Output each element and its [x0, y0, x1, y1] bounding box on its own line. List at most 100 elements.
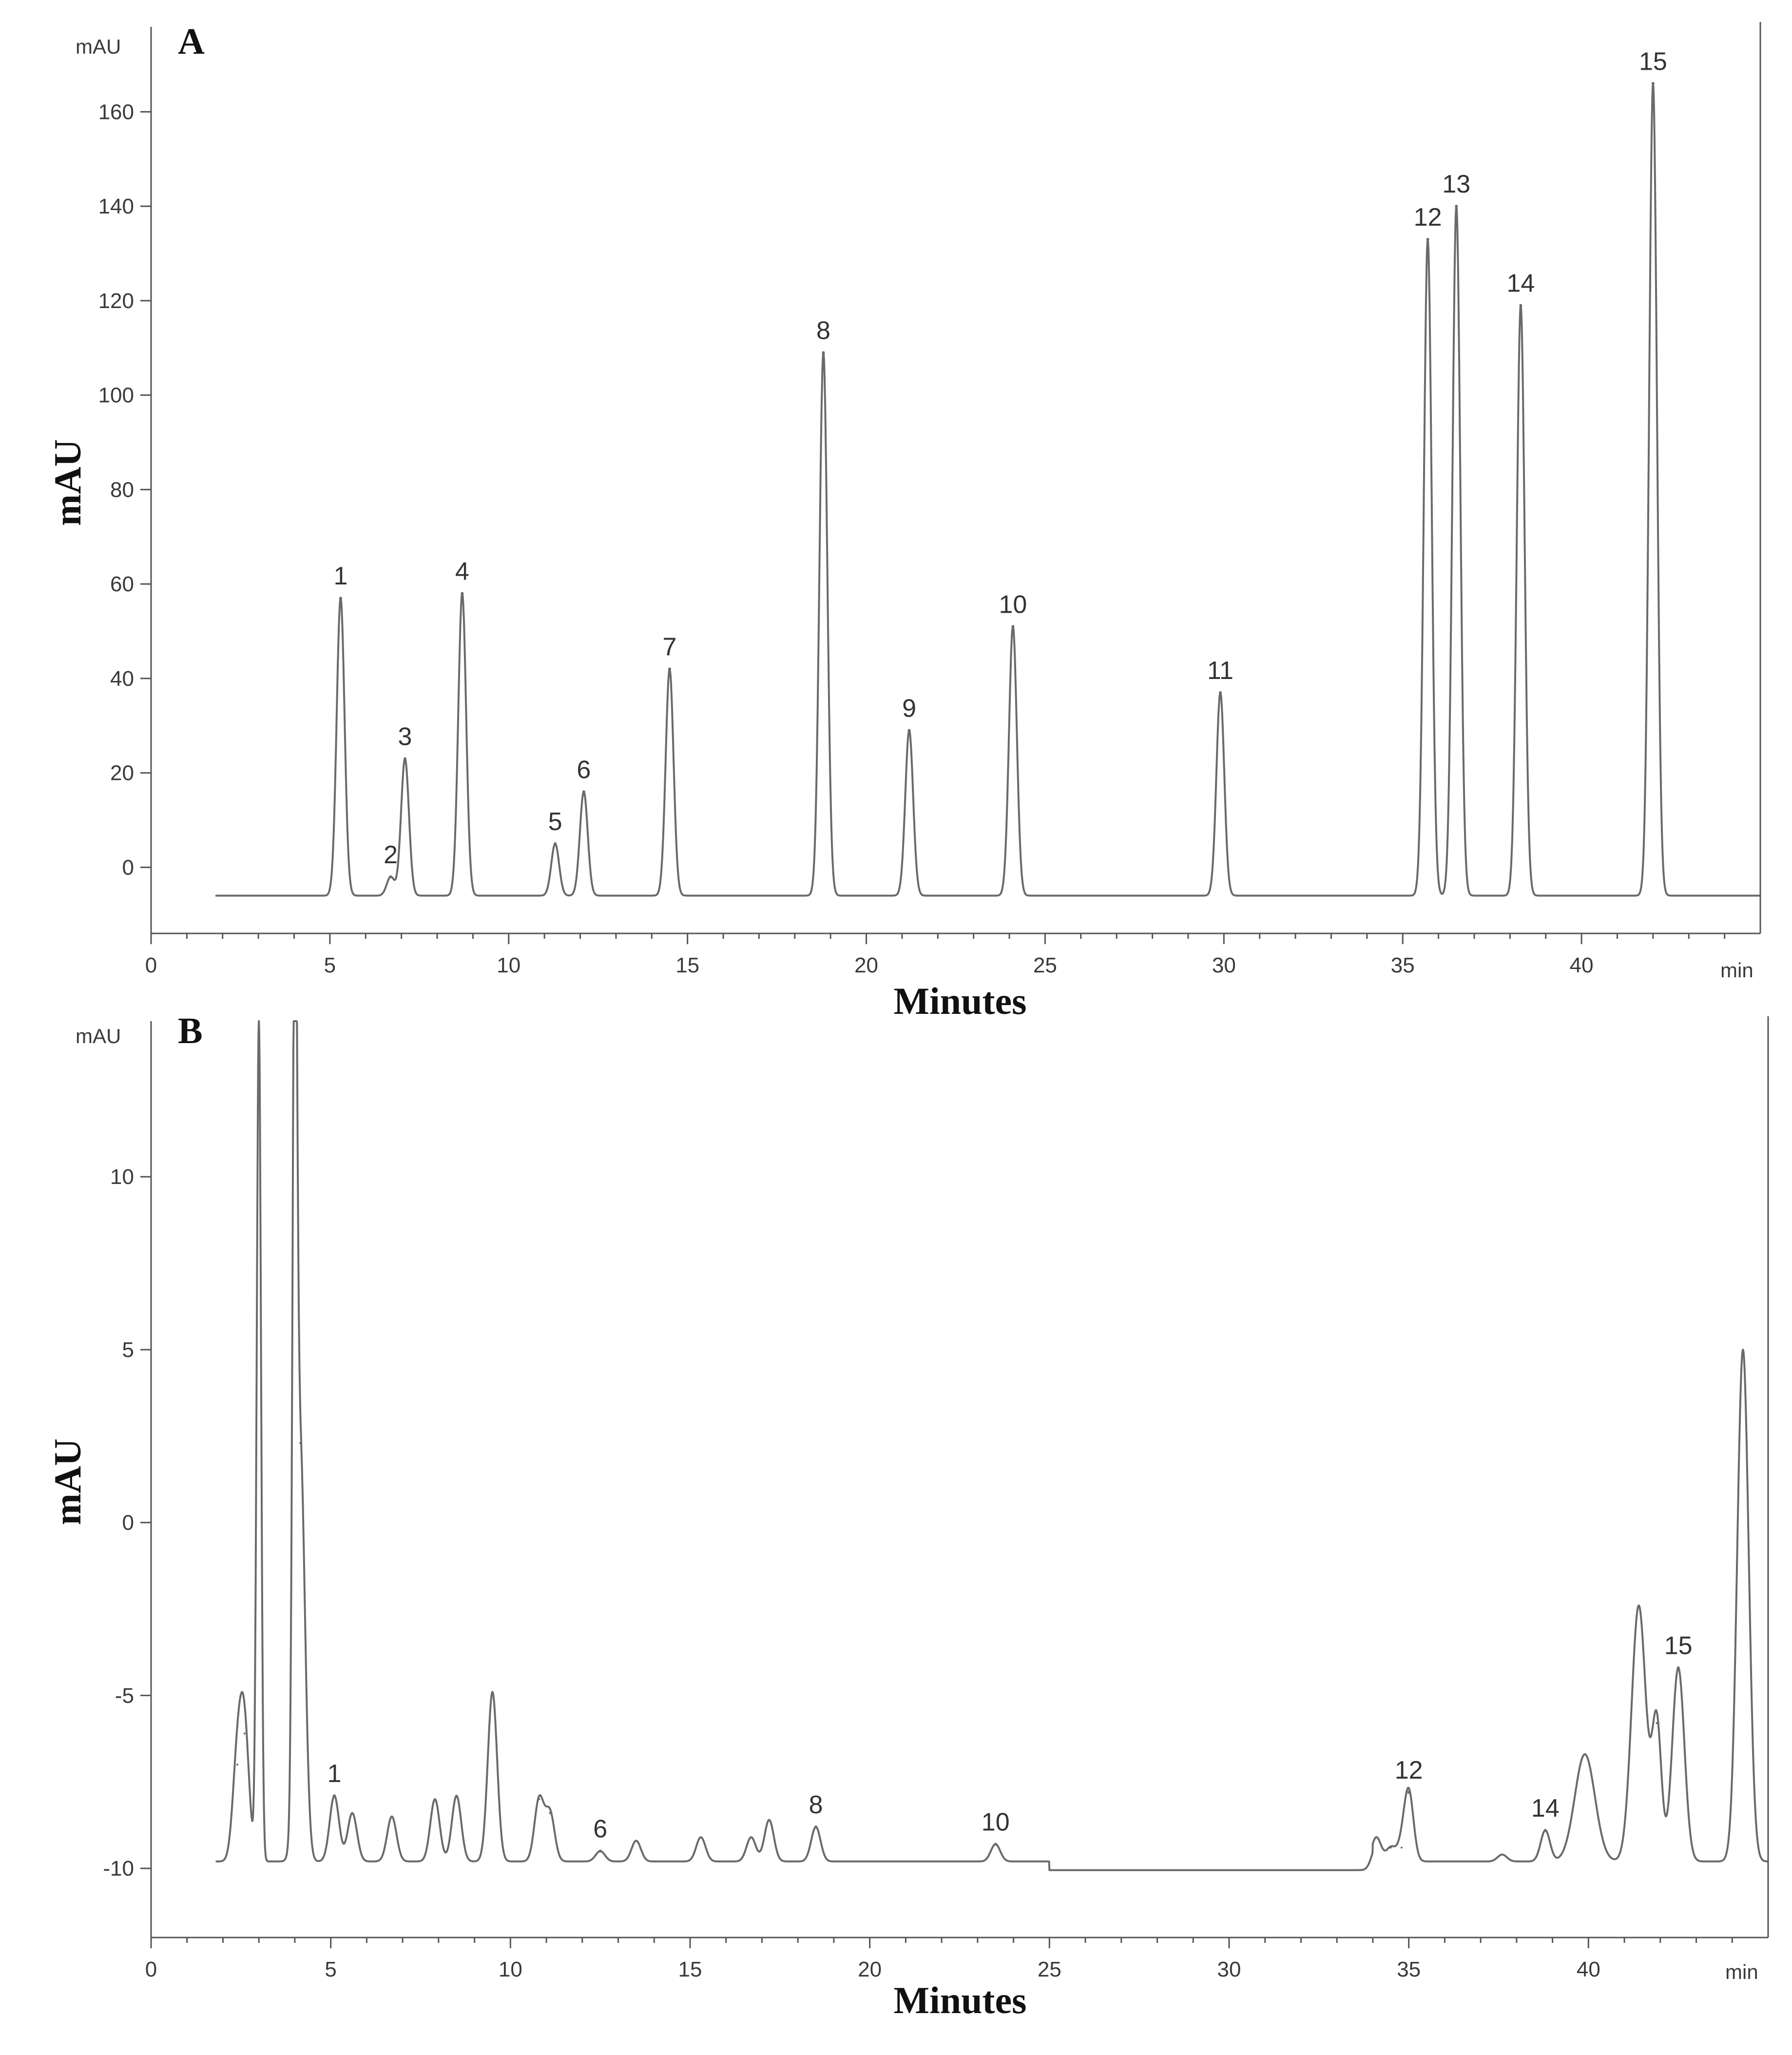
panel-b-unlabeled-peak	[1656, 1722, 1658, 1725]
panel-b-peak-label-14: 14	[1531, 1794, 1560, 1822]
panel-b-x-tick-label: 40	[1577, 1958, 1600, 1981]
panel-a-peak-12	[1426, 237, 1429, 241]
panel-a-peak-label-4: 4	[455, 558, 469, 586]
panel-b-unlabeled-peak	[538, 1798, 540, 1801]
panel-b-unlabeled-peak	[351, 1812, 353, 1814]
panel-a-x-tick-label: 0	[145, 953, 157, 977]
panel-a-x-tick-label: 30	[1212, 953, 1236, 977]
panel-b-peak-12	[1407, 1791, 1410, 1794]
panel-a-y-tick-label: 0	[122, 855, 134, 879]
panel-a-peak-label-3: 3	[398, 723, 412, 751]
panel-b-unlabeled-peak	[434, 1798, 436, 1801]
panel-b-label: B	[178, 1010, 203, 1051]
panel-b-peak-label-6: 6	[593, 1815, 607, 1843]
panel-a-peak-4	[461, 592, 464, 595]
panel-b-unlabeled-peak	[391, 1815, 393, 1818]
panel-b-x-tick-label: 15	[678, 1958, 702, 1981]
panel-b-unlabeled-peak	[768, 1819, 771, 1821]
panel-b-peak-label-8: 8	[809, 1791, 823, 1819]
panel-b-unlabeled-peak	[750, 1836, 752, 1839]
panel-a-peak-label-12: 12	[1414, 203, 1442, 232]
panel-a-peak-label-15: 15	[1639, 47, 1667, 76]
panel-a-x-tick-label: 35	[1391, 953, 1415, 977]
panel-a-x-tick-label: 5	[324, 953, 336, 977]
panel-a-peak-5	[554, 842, 557, 845]
panel-a-label: A	[178, 21, 205, 62]
panel-a-peak-label-9: 9	[902, 694, 916, 722]
panel-b-peak-label-15: 15	[1664, 1632, 1693, 1660]
panel-a-y-unit-label: mAU	[76, 35, 121, 58]
panel-b-unlabeled-peak	[1400, 1846, 1403, 1849]
panel-a-x-tick-label: 20	[854, 953, 878, 977]
panel-a-y-tick-label: 160	[98, 100, 134, 124]
panel-a-peak-label-10: 10	[999, 590, 1027, 619]
panel-a-y-tick-label: 80	[110, 478, 134, 502]
panel-a-y-tick-label: 100	[98, 384, 134, 407]
panel-b-unlabeled-peak	[236, 1764, 238, 1766]
panel-a-peak-label-2: 2	[384, 841, 398, 869]
panel-b-unlabeled-peak	[258, 1020, 260, 1022]
panel-a-x-tick-label: 15	[675, 953, 699, 977]
panel-b-x-tick-label: 5	[325, 1958, 336, 1981]
panel-a-x-tick-label: 40	[1570, 953, 1594, 977]
panel-b-y-axis-title: mAU	[46, 1438, 89, 1525]
panel-b-unlabeled-peak	[1389, 1846, 1392, 1849]
panel-a-peak-label-5: 5	[548, 808, 562, 836]
panel-b-unlabeled-peak	[1742, 1348, 1744, 1351]
panel-b-peak-10	[994, 1842, 997, 1846]
panel-a-y-axis-title: mAU	[46, 439, 89, 526]
panel-a-peak-11	[1218, 691, 1222, 694]
panel-b-y-tick-label: -10	[103, 1857, 134, 1881]
panel-a-peak-14	[1519, 304, 1522, 307]
panel-a-peak-13	[1455, 205, 1458, 208]
panel-b-x-tick-label: 10	[499, 1958, 522, 1981]
panel-b-unlabeled-peak	[455, 1795, 458, 1797]
panel-a-y-tick-label: 140	[98, 194, 134, 218]
panel-b-y-tick-label: -5	[115, 1684, 134, 1707]
panel-a-y-tick-label: 40	[110, 667, 134, 691]
panel-a-peak-label-6: 6	[577, 756, 591, 784]
panel-b-unlabeled-peak	[299, 1442, 301, 1444]
panel-b-peak-label-12: 12	[1395, 1756, 1423, 1784]
panel-b-peak-14	[1543, 1829, 1547, 1832]
panel-a-signal-trace	[214, 82, 1760, 897]
panel-a-x-tick-label: 10	[497, 953, 520, 977]
panel-a-peak-3	[403, 757, 406, 760]
panel-b-x-tick-label: 0	[145, 1958, 157, 1981]
panel-a-peak-8	[822, 351, 825, 354]
panel-a-chromatogram: A mAU min Minutes mAU 0 5 10 15 20 25 30 35 4002…	[46, 21, 1761, 1022]
panel-a-peak-label-14: 14	[1506, 270, 1535, 298]
panel-a-x-axis-title: Minutes	[894, 980, 1027, 1022]
panel-a-y-tick-label: 20	[110, 761, 134, 785]
panel-a-peak-label-8: 8	[816, 316, 830, 345]
panel-b-unlabeled-peak	[491, 1691, 494, 1693]
panel-b-signal-trace	[215, 1020, 1768, 1871]
panel-a-peak-9	[907, 729, 911, 732]
panel-a-y-tick-label: 120	[98, 289, 134, 313]
panel-b-unlabeled-peak	[243, 1732, 246, 1735]
panel-a-y-tick-label: 60	[110, 572, 134, 596]
panel-a-peak-6	[582, 790, 585, 794]
panel-b-unlabeled-peak	[1501, 1853, 1503, 1856]
panel-b-peak-15	[1676, 1666, 1680, 1669]
panel-a-peak-1	[339, 597, 342, 600]
panel-b-unlabeled-peak	[1375, 1836, 1378, 1839]
panel-b-unlabeled-peak	[549, 1812, 551, 1814]
panel-a-peak-2	[389, 875, 392, 878]
panel-b-unlabeled-peak	[293, 1020, 296, 1022]
panel-b-unlabeled-peak	[700, 1836, 702, 1839]
panel-a-x-tick-label: 25	[1033, 953, 1057, 977]
panel-b-unlabeled-peak	[635, 1840, 637, 1842]
panel-b-y-tick-label: 0	[122, 1511, 134, 1535]
panel-b-x-tick-label: 30	[1217, 1958, 1241, 1981]
panel-b-x-tick-label: 35	[1397, 1958, 1421, 1981]
panel-a-peak-label-7: 7	[663, 633, 677, 661]
panel-a-peak-label-1: 1	[333, 562, 347, 590]
panel-b-peak-label-1: 1	[328, 1760, 342, 1788]
panel-a-peak-7	[668, 667, 671, 671]
panel-b-peak-6	[598, 1849, 602, 1853]
panel-b-peak-label-10: 10	[982, 1808, 1010, 1836]
panel-a-peak-label-11: 11	[1207, 657, 1233, 685]
